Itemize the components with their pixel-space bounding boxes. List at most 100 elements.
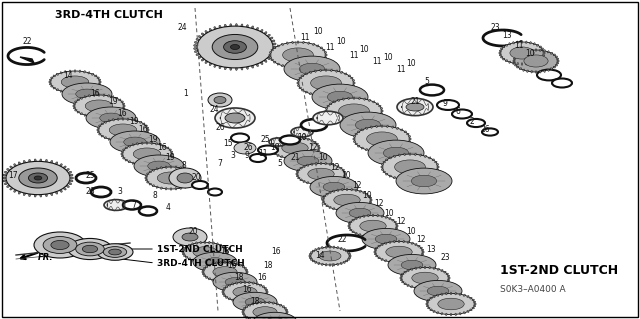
Ellipse shape: [351, 189, 353, 191]
Ellipse shape: [287, 42, 288, 44]
Ellipse shape: [209, 28, 212, 31]
Ellipse shape: [318, 248, 320, 250]
Ellipse shape: [196, 53, 199, 56]
Ellipse shape: [209, 241, 210, 244]
Ellipse shape: [268, 34, 270, 37]
Ellipse shape: [192, 181, 208, 189]
Ellipse shape: [225, 113, 245, 123]
Ellipse shape: [385, 234, 387, 236]
Ellipse shape: [271, 143, 274, 145]
Ellipse shape: [269, 52, 272, 53]
Ellipse shape: [269, 138, 287, 146]
Ellipse shape: [192, 259, 194, 261]
Ellipse shape: [310, 93, 312, 95]
Ellipse shape: [170, 188, 172, 190]
Ellipse shape: [51, 85, 53, 87]
Ellipse shape: [342, 189, 343, 191]
Ellipse shape: [342, 98, 344, 100]
Ellipse shape: [232, 280, 234, 282]
Text: 23: 23: [440, 254, 450, 263]
Ellipse shape: [520, 52, 522, 54]
Ellipse shape: [282, 316, 284, 318]
Ellipse shape: [556, 58, 559, 60]
Ellipse shape: [256, 299, 258, 301]
Ellipse shape: [242, 311, 244, 313]
Text: 4: 4: [166, 204, 170, 212]
Ellipse shape: [334, 194, 360, 206]
Ellipse shape: [283, 48, 314, 62]
Ellipse shape: [297, 41, 299, 43]
Ellipse shape: [248, 318, 250, 319]
Ellipse shape: [123, 201, 141, 210]
Ellipse shape: [392, 219, 394, 221]
Ellipse shape: [294, 157, 296, 160]
Ellipse shape: [367, 214, 369, 217]
Text: 22: 22: [337, 235, 347, 244]
Ellipse shape: [337, 166, 339, 167]
Ellipse shape: [372, 235, 374, 238]
Ellipse shape: [51, 77, 53, 78]
Ellipse shape: [223, 287, 226, 289]
Ellipse shape: [282, 43, 284, 45]
Ellipse shape: [367, 132, 397, 146]
Ellipse shape: [368, 195, 371, 197]
Ellipse shape: [363, 215, 365, 218]
Ellipse shape: [312, 84, 368, 110]
Ellipse shape: [408, 136, 411, 137]
Ellipse shape: [333, 164, 335, 166]
Ellipse shape: [324, 57, 326, 58]
Ellipse shape: [369, 201, 372, 203]
Ellipse shape: [325, 162, 326, 165]
Ellipse shape: [319, 251, 341, 261]
Ellipse shape: [374, 253, 377, 255]
Ellipse shape: [360, 208, 361, 210]
Ellipse shape: [372, 119, 375, 121]
Ellipse shape: [136, 138, 138, 140]
Ellipse shape: [113, 119, 115, 121]
Ellipse shape: [305, 73, 307, 75]
Ellipse shape: [337, 121, 339, 123]
Ellipse shape: [240, 281, 241, 284]
Ellipse shape: [401, 260, 423, 270]
Ellipse shape: [95, 75, 97, 77]
Ellipse shape: [308, 168, 334, 180]
Ellipse shape: [339, 104, 369, 118]
Ellipse shape: [56, 191, 58, 194]
Ellipse shape: [242, 277, 244, 278]
Ellipse shape: [406, 143, 409, 145]
Ellipse shape: [166, 147, 169, 149]
Ellipse shape: [186, 256, 188, 258]
Ellipse shape: [500, 42, 544, 64]
Ellipse shape: [298, 70, 354, 96]
Ellipse shape: [184, 255, 186, 256]
Ellipse shape: [358, 122, 360, 125]
Ellipse shape: [372, 101, 375, 103]
Ellipse shape: [282, 306, 284, 308]
Ellipse shape: [147, 182, 149, 183]
Ellipse shape: [303, 181, 305, 182]
Ellipse shape: [127, 118, 129, 121]
Ellipse shape: [533, 61, 535, 63]
Ellipse shape: [121, 151, 124, 152]
Ellipse shape: [204, 260, 205, 263]
Ellipse shape: [93, 115, 95, 118]
Ellipse shape: [310, 76, 341, 90]
Ellipse shape: [79, 70, 81, 72]
Ellipse shape: [225, 249, 228, 251]
Ellipse shape: [404, 153, 405, 156]
Ellipse shape: [45, 194, 47, 197]
Ellipse shape: [277, 139, 279, 142]
Ellipse shape: [245, 269, 248, 271]
Text: 21: 21: [410, 98, 420, 107]
Text: 21: 21: [291, 153, 300, 162]
Ellipse shape: [298, 80, 300, 81]
Ellipse shape: [13, 164, 16, 166]
Ellipse shape: [132, 119, 133, 121]
Ellipse shape: [202, 269, 205, 271]
Ellipse shape: [195, 50, 197, 53]
Ellipse shape: [65, 70, 67, 73]
Ellipse shape: [506, 60, 508, 62]
Ellipse shape: [191, 183, 193, 185]
Ellipse shape: [348, 259, 349, 260]
Ellipse shape: [244, 267, 246, 269]
